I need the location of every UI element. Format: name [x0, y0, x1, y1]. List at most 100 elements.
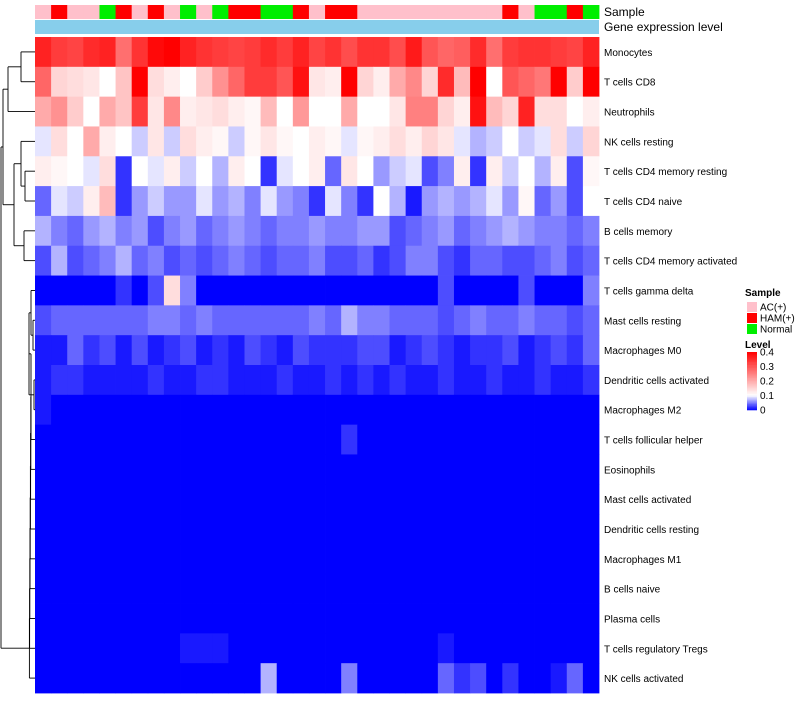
sample-cell	[341, 5, 358, 19]
heatmap-cell	[260, 484, 278, 515]
heatmap-cell	[437, 275, 455, 306]
heatmap-cell	[163, 66, 181, 98]
heatmap-cell	[196, 335, 213, 366]
heatmap-cell	[244, 275, 261, 306]
heatmap-cell	[67, 514, 84, 545]
heatmap-cell	[212, 633, 229, 664]
heatmap-cell	[292, 305, 310, 336]
heatmap-cell	[582, 633, 600, 664]
heatmap-cell	[437, 96, 455, 127]
heatmap-cell	[35, 215, 52, 247]
heatmap-cell	[147, 245, 165, 276]
heatmap-cell	[163, 186, 181, 217]
legend-gradient-step	[747, 402, 757, 405]
heatmap-cell	[147, 335, 165, 366]
heatmap-cell	[228, 514, 245, 545]
heatmap-cell	[566, 245, 584, 276]
heatmap-cell	[582, 96, 600, 127]
heatmap-cell	[389, 96, 407, 127]
sample-cell	[582, 5, 600, 19]
heatmap-cell	[437, 603, 455, 634]
heatmap-cell	[99, 335, 116, 366]
sample-cell	[228, 5, 245, 19]
heatmap-cell	[196, 365, 213, 396]
heatmap-cell	[453, 663, 471, 694]
heatmap-cell	[341, 365, 358, 396]
legend-swatch	[747, 313, 757, 323]
heatmap-cell	[582, 156, 600, 187]
heatmap-cell	[582, 454, 600, 485]
heatmap-cell	[147, 424, 165, 455]
heatmap-cell	[566, 663, 584, 694]
heatmap-cell	[35, 156, 52, 187]
heatmap-cell	[453, 424, 471, 455]
heatmap-cell	[276, 37, 294, 68]
heatmap-cell	[357, 573, 374, 604]
row-label: Macrophages M0	[604, 346, 682, 357]
heatmap-cell	[83, 454, 100, 485]
heatmap-cell	[308, 245, 326, 276]
heatmap-cell	[518, 573, 535, 604]
heatmap-cell	[582, 186, 600, 217]
heatmap-cell	[228, 186, 245, 217]
heatmap-cell	[550, 156, 568, 187]
heatmap-cell	[260, 126, 278, 157]
heatmap-cell	[131, 37, 149, 68]
heatmap-cell	[115, 66, 133, 98]
heatmap-cell	[147, 365, 165, 396]
heatmap-cell	[389, 245, 407, 276]
heatmap-cell	[67, 96, 84, 127]
heatmap-cell	[212, 335, 229, 366]
legend-swatch	[747, 302, 757, 312]
heatmap-cell	[341, 543, 358, 575]
heatmap-cell	[99, 573, 116, 604]
legend-gradient-step	[747, 352, 757, 354]
heatmap-cell	[437, 126, 455, 157]
heatmap-cell	[35, 633, 52, 664]
heatmap-cell	[115, 454, 133, 485]
heatmap-cell	[131, 126, 149, 157]
heatmap-cell	[502, 245, 519, 276]
heatmap-cell	[196, 37, 213, 68]
heatmap-cell	[308, 186, 326, 217]
heatmap-cell	[228, 663, 245, 694]
heatmap-cell	[35, 365, 52, 396]
sample-cell	[437, 5, 455, 19]
heatmap-cell	[147, 543, 165, 575]
legend-gradient-step	[747, 362, 757, 364]
heatmap-cell	[131, 305, 149, 336]
heatmap-cell	[437, 543, 455, 575]
heatmap-cell	[453, 66, 471, 98]
heatmap-cell	[196, 96, 213, 127]
legend-gradient-step	[747, 386, 757, 389]
legend-gradient-step	[747, 354, 757, 357]
heatmap-cell	[534, 96, 552, 127]
heatmap-cell	[67, 335, 84, 366]
heatmap-cell	[534, 573, 552, 604]
heatmap-cell	[373, 454, 390, 485]
heatmap-cell	[147, 37, 165, 68]
heatmap-cell	[115, 245, 133, 276]
legend-level-tick: 0.2	[760, 377, 774, 388]
heatmap-cell	[67, 424, 84, 455]
legend-gradient-step	[747, 382, 757, 385]
heatmap-cell	[147, 275, 165, 306]
heatmap-cell	[357, 275, 374, 306]
gene-bar-fill	[35, 20, 599, 34]
heatmap-cell	[421, 633, 439, 664]
heatmap-cell	[405, 245, 423, 276]
heatmap-cell	[470, 424, 487, 455]
heatmap-cell	[437, 156, 455, 187]
heatmap-cell	[421, 365, 439, 396]
heatmap-cell	[502, 633, 519, 664]
heatmap-cell	[550, 573, 568, 604]
heatmap-cell	[341, 275, 358, 306]
heatmap-cell	[566, 454, 584, 485]
heatmap-cell	[373, 275, 390, 306]
heatmap-cell	[550, 454, 568, 485]
heatmap-cell	[83, 663, 100, 694]
heatmap-cell	[437, 514, 455, 545]
heatmap-cell	[486, 156, 503, 187]
legend-level-tick: 0.1	[760, 391, 774, 402]
heatmap-cell	[518, 424, 535, 455]
